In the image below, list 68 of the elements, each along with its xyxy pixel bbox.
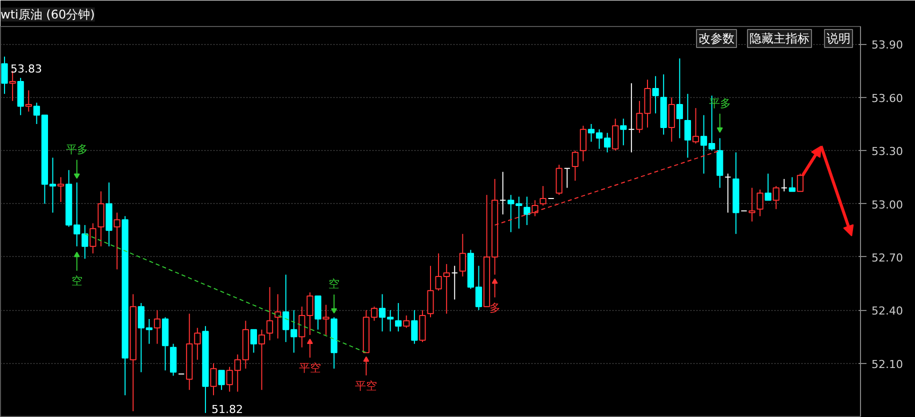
y-tick-label: 52.40 [872,304,903,318]
candlestick [459,233,466,277]
annotation: 隐藏主指标 [750,32,810,46]
candlestick [258,329,266,390]
candlestick [25,90,32,112]
candlestick [154,310,161,344]
candlestick [395,302,402,332]
candlestick [1,56,8,94]
y-tick-label: 52.10 [872,358,903,371]
data-label: 平空 [298,362,321,375]
candlestick [57,176,64,202]
candlestick [684,93,692,158]
candlestick [314,295,322,330]
annotation: 说明 [826,32,850,46]
point [363,356,370,362]
point [74,173,80,179]
candlestick [780,178,788,192]
candlestick [114,212,120,270]
data-label: 平空 [355,379,378,392]
candlestick [620,118,627,146]
candlestick [788,176,796,192]
candlestick [500,171,506,215]
point [716,127,723,133]
candlestick [427,265,434,318]
candlestick [668,96,675,142]
candlestick [724,173,732,214]
candlestick [772,186,780,210]
annotation: 改参数 [698,32,734,46]
point [492,278,498,284]
candlestick [403,314,410,328]
y-tick-label: 53.60 [872,92,903,105]
candlestick [652,76,659,114]
candlestick [572,150,578,182]
candlestick [524,196,530,226]
annotation: 51.82 [211,402,243,416]
y-tick-label: 52.70 [872,251,903,264]
candlestick [532,200,538,217]
candlestick [748,187,756,222]
candlestick [612,118,619,152]
data-label: 空 [328,278,340,291]
candlestick [250,329,257,354]
candlestick [796,173,804,192]
point [331,308,338,314]
point [306,338,313,344]
y-tick-label: 53.30 [872,145,903,158]
data-label: 平多 [66,142,88,156]
annotation: 53.83 [10,62,42,76]
data-label: 空 [71,274,82,288]
candlestick [564,168,570,188]
candlestick [98,190,104,247]
candlestick [764,173,772,201]
candlestick [411,310,418,344]
candlestick [451,265,458,300]
chart-title: wti原油 (60分钟) [0,8,95,22]
candlestick [756,189,764,217]
candlestick [580,125,587,162]
y-tick-label: 53.00 [872,198,903,212]
candlestick [540,186,546,206]
candlestick [90,222,96,254]
y-tick-label: 53.90 [872,38,903,52]
candlestick [628,82,635,153]
candlestick [322,304,330,336]
data-label: 多 [489,301,500,314]
candlestick [676,58,683,139]
candlestick [266,286,274,341]
candlestick [692,108,700,144]
candlestick [218,370,225,390]
candlestick [210,362,217,396]
